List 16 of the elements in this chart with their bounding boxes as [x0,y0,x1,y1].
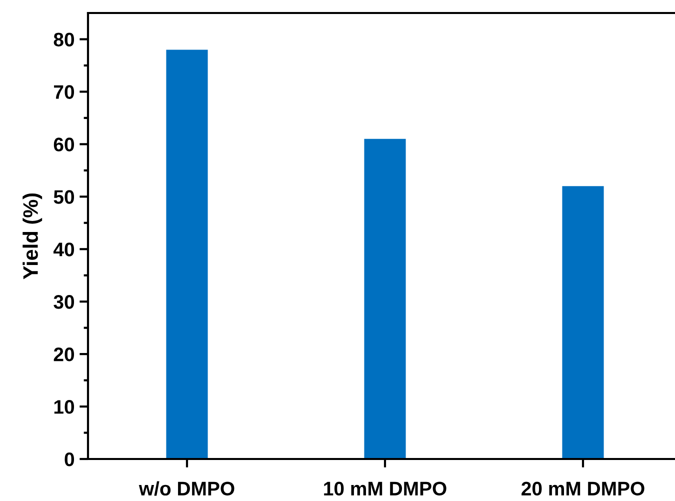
y-tick-label: 10 [54,400,74,414]
y-tick-label: 70 [54,85,74,99]
y-tick-label: 60 [54,138,74,152]
y-tick-label: 50 [54,190,74,204]
x-tick-label: w/o DMPO [138,481,234,496]
bar [562,186,604,459]
x-tick-label: 20 mM DMPO [522,482,644,496]
bar [166,50,208,459]
y-tick-label: 20 [54,348,74,362]
y-axis-title: Yield (%) [22,193,42,280]
bar [364,138,406,459]
y-tick-label: 0 [64,452,74,466]
x-tick-label: 10 mM DMPO [324,482,446,496]
y-tick-label: 80 [54,32,74,46]
y-tick-label: 40 [53,242,74,256]
y-tick-label: 30 [54,295,74,309]
